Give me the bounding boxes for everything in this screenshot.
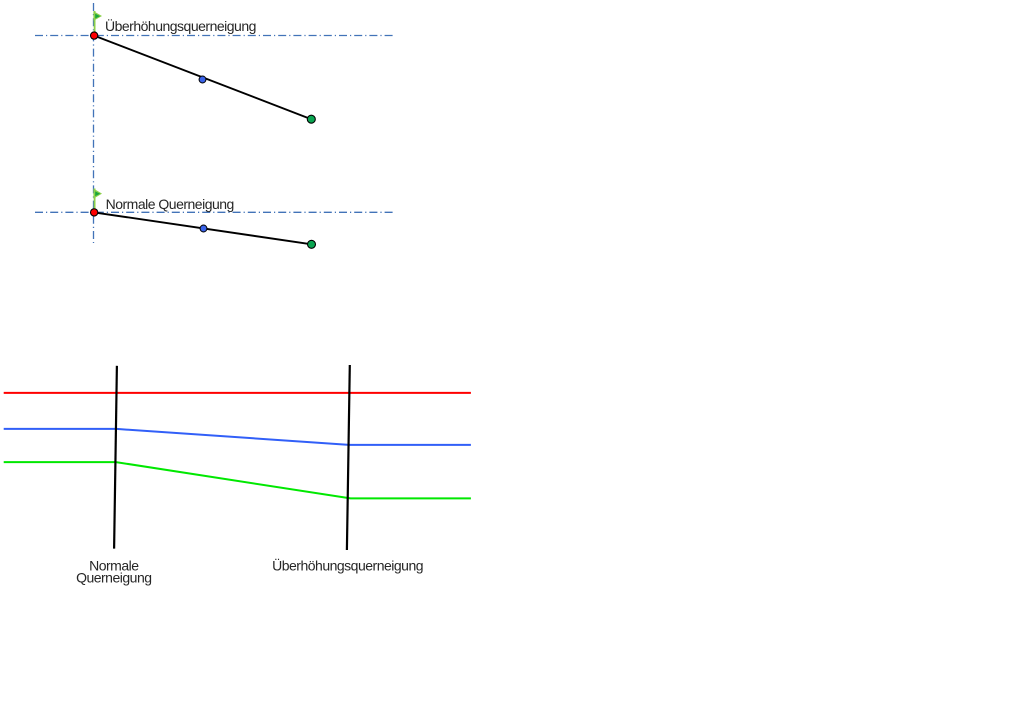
svg-text:Normale Querneigung: Normale Querneigung [106, 196, 234, 212]
svg-text:Überhöhungsquerneigung: Überhöhungsquerneigung [105, 17, 256, 34]
svg-text:Querneigung: Querneigung [76, 570, 151, 586]
svg-text:Überhöhungsquerneigung: Überhöhungsquerneigung [272, 557, 423, 574]
svg-text:Normale: Normale [89, 557, 139, 573]
